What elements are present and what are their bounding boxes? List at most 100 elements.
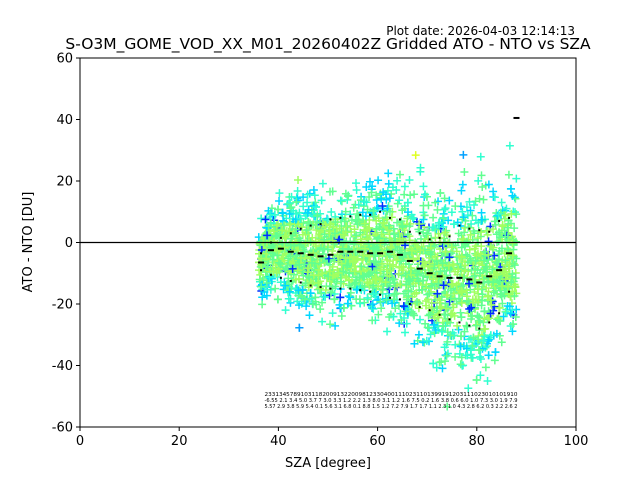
scatter-point xyxy=(398,266,407,275)
scatter-point xyxy=(358,208,367,217)
scatter-point xyxy=(451,352,460,361)
scatter-point xyxy=(257,282,266,291)
bin-annotation-row: 2331345789103118200913220098123304001110… xyxy=(265,392,518,398)
scatter-point xyxy=(295,323,304,332)
scatter-point xyxy=(339,267,348,276)
scatter-point xyxy=(471,242,480,251)
scatter-point xyxy=(388,274,397,283)
scatter-point xyxy=(297,223,306,232)
scatter-point xyxy=(459,150,468,159)
scatter-point xyxy=(275,189,284,198)
scatter-point xyxy=(396,309,405,318)
scatter-point xyxy=(481,262,490,271)
scatter-point xyxy=(462,344,471,353)
scatter-point xyxy=(266,285,275,294)
scatter-point xyxy=(431,326,440,335)
scatter-point xyxy=(346,288,355,297)
scatter-point xyxy=(439,222,448,231)
x-tick-label: 0 xyxy=(76,434,84,449)
std-marker xyxy=(398,298,401,301)
scatter-point xyxy=(316,305,325,314)
scatter-point xyxy=(508,327,517,336)
scatter-point xyxy=(489,225,498,234)
std-marker xyxy=(508,290,511,293)
scatter-point xyxy=(278,209,287,218)
scatter-point xyxy=(426,310,435,319)
scatter-point xyxy=(354,211,363,220)
std-marker xyxy=(418,306,421,309)
scatter-point xyxy=(292,251,301,260)
scatter-point xyxy=(463,211,472,220)
scatter-point xyxy=(475,326,484,335)
scatter-point xyxy=(429,320,438,329)
scatter-point xyxy=(370,250,379,259)
scatter-point xyxy=(308,300,317,309)
scatter-points xyxy=(254,141,521,411)
scatter-point xyxy=(475,313,484,322)
scatter-point xyxy=(318,317,327,326)
scatter-point xyxy=(382,265,391,274)
scatter-point xyxy=(404,274,413,283)
y-tick-label: 60 xyxy=(56,52,73,67)
x-tick-label: 20 xyxy=(171,434,188,449)
std-marker xyxy=(488,321,491,324)
mean-marker xyxy=(446,276,453,279)
scatter-point xyxy=(350,267,359,276)
std-marker xyxy=(408,303,411,305)
scatter-point xyxy=(326,187,335,196)
scatter-point xyxy=(368,182,377,191)
scatter-point xyxy=(389,275,398,284)
scatter-point xyxy=(484,335,493,344)
scatter-point xyxy=(448,280,457,289)
scatter-point xyxy=(493,211,502,220)
scatter-point xyxy=(441,247,450,256)
x-axis-label: SZA [degree] xyxy=(285,456,371,471)
mean-marker xyxy=(317,255,324,258)
scatter-point xyxy=(374,310,383,319)
scatter-point xyxy=(293,297,302,306)
std-marker xyxy=(339,216,342,219)
scatter-point xyxy=(477,215,486,224)
scatter-point xyxy=(454,265,463,274)
scatter-point xyxy=(399,313,408,322)
scatter-point xyxy=(458,234,467,243)
scatter-point xyxy=(422,301,431,310)
scatter-point xyxy=(298,293,307,302)
scatter-point xyxy=(299,271,308,280)
scatter-point xyxy=(419,215,428,224)
x-tick-label: 80 xyxy=(469,434,486,449)
scatter-point xyxy=(500,267,509,276)
scatter-point xyxy=(369,212,378,221)
scatter-point xyxy=(476,269,485,278)
chart-title: S-O3M_GOME_VOD_XX_M01_20260402Z Gridded … xyxy=(65,35,591,54)
scatter-point xyxy=(495,303,504,312)
scatter-point xyxy=(470,200,479,209)
scatter-point xyxy=(465,245,474,254)
scatter-point xyxy=(285,210,294,219)
scatter-point xyxy=(511,282,520,291)
scatter-point xyxy=(395,234,404,243)
scatter-point xyxy=(454,325,463,334)
scatter-point xyxy=(441,204,450,213)
scatter-point xyxy=(273,295,282,304)
scatter-point xyxy=(312,203,321,212)
scatter-point xyxy=(339,249,348,258)
scatter-point xyxy=(390,230,399,239)
mean-marker xyxy=(426,272,433,275)
scatter-point xyxy=(352,185,361,194)
scatter-point xyxy=(316,218,325,227)
scatter-point xyxy=(433,289,442,298)
mean-marker xyxy=(387,250,393,253)
scatter-point xyxy=(432,363,441,372)
scatter-point xyxy=(293,266,302,275)
scatter-point xyxy=(503,302,512,311)
scatter-point xyxy=(374,176,383,185)
scatter-point xyxy=(459,213,468,222)
scatter-point xyxy=(493,315,502,324)
std-marker xyxy=(299,281,302,284)
scatter-point xyxy=(405,222,414,231)
scatter-point xyxy=(418,285,427,294)
std-marker xyxy=(329,287,332,290)
std-marker xyxy=(309,284,312,287)
